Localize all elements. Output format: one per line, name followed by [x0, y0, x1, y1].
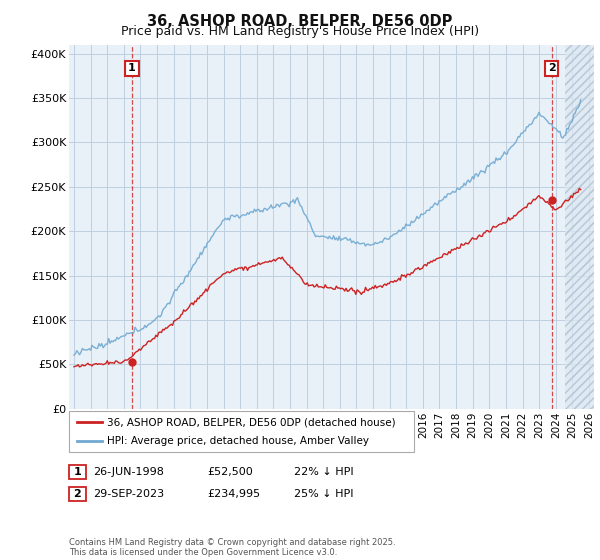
- Text: 36, ASHOP ROAD, BELPER, DE56 0DP: 36, ASHOP ROAD, BELPER, DE56 0DP: [148, 14, 452, 29]
- Text: 26-JUN-1998: 26-JUN-1998: [93, 466, 164, 477]
- Text: 2: 2: [74, 489, 81, 499]
- Text: 1: 1: [128, 63, 136, 73]
- Text: 29-SEP-2023: 29-SEP-2023: [93, 489, 164, 499]
- Text: £52,500: £52,500: [207, 466, 253, 477]
- Text: Price paid vs. HM Land Registry's House Price Index (HPI): Price paid vs. HM Land Registry's House …: [121, 25, 479, 38]
- Bar: [565, 45, 594, 409]
- Bar: [565, 45, 594, 409]
- Text: HPI: Average price, detached house, Amber Valley: HPI: Average price, detached house, Ambe…: [107, 436, 369, 446]
- Text: 25% ↓ HPI: 25% ↓ HPI: [294, 489, 353, 499]
- Text: 1: 1: [74, 466, 81, 477]
- Text: £234,995: £234,995: [207, 489, 260, 499]
- Text: 22% ↓ HPI: 22% ↓ HPI: [294, 466, 353, 477]
- Text: Contains HM Land Registry data © Crown copyright and database right 2025.
This d: Contains HM Land Registry data © Crown c…: [69, 538, 395, 557]
- Text: 36, ASHOP ROAD, BELPER, DE56 0DP (detached house): 36, ASHOP ROAD, BELPER, DE56 0DP (detach…: [107, 417, 395, 427]
- Text: 2: 2: [548, 63, 556, 73]
